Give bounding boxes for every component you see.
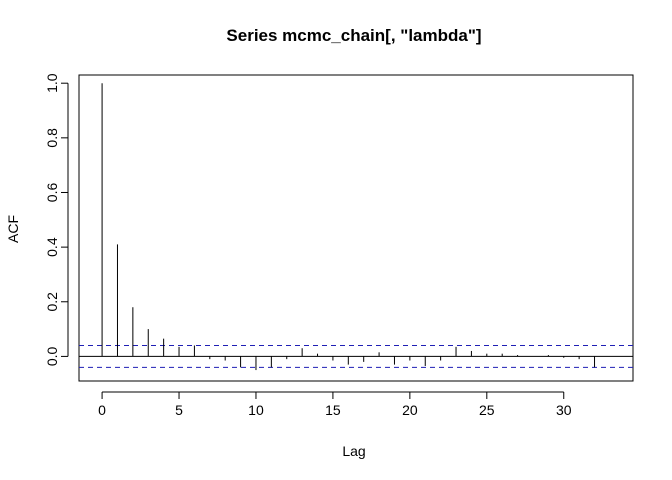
x-tick-label-25: 25 bbox=[479, 402, 495, 418]
y-tick-label-3: 0.6 bbox=[44, 183, 60, 203]
y-tick-label-2: 0.4 bbox=[44, 237, 60, 257]
x-tick-label-10: 10 bbox=[248, 402, 264, 418]
y-tick-label-1: 0.2 bbox=[44, 292, 60, 312]
x-tick-label-0: 0 bbox=[98, 402, 106, 418]
y-tick-label-4: 0.8 bbox=[44, 128, 60, 148]
y-axis-label: ACF bbox=[5, 215, 21, 243]
plot-box bbox=[78, 74, 634, 382]
acf-bars bbox=[101, 83, 596, 371]
y-axis: 0.0 0.2 0.4 0.6 0.8 1.0 bbox=[44, 73, 69, 366]
chart-title: Series mcmc_chain[, "lambda"] bbox=[226, 26, 481, 45]
y-tick-label-0: 0.0 bbox=[44, 346, 60, 366]
x-axis-label: Lag bbox=[342, 443, 365, 459]
x-axis: 0 5 10 15 20 25 30 bbox=[98, 391, 572, 418]
y-tick-label-5: 1.0 bbox=[44, 73, 60, 93]
x-tick-label-15: 15 bbox=[325, 402, 341, 418]
confidence-lines bbox=[79, 344, 633, 368]
x-tick-label-5: 5 bbox=[175, 402, 183, 418]
x-tick-label-20: 20 bbox=[402, 402, 418, 418]
x-tick-label-30: 30 bbox=[556, 402, 572, 418]
